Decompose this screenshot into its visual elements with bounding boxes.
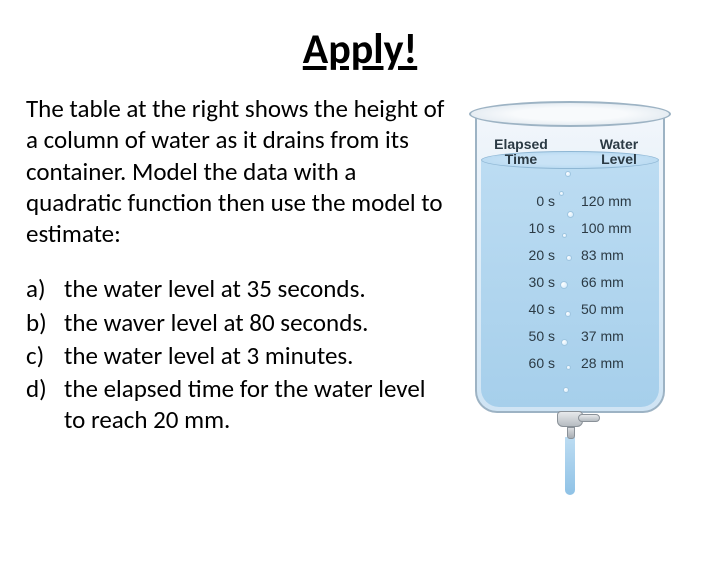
bubble-icon [565, 171, 571, 177]
table-row: 30 s 66 mm [465, 274, 675, 290]
level-cell: 100 mm [581, 220, 653, 236]
question-text: the water level at 3 minutes. [64, 340, 446, 371]
table-row: 20 s 83 mm [465, 247, 675, 263]
text-column: The table at the right shows the height … [26, 93, 446, 439]
time-cell: 0 s [495, 193, 555, 209]
table-row: 50 s 37 mm [465, 328, 675, 344]
question-list: a) the water level at 35 seconds. b) the… [26, 273, 446, 435]
header-time: Elapsed Time [481, 137, 561, 166]
figure-column: Elapsed Time Water Level 0 s120 mm10 s10… [446, 93, 694, 439]
time-cell: 40 s [495, 301, 555, 317]
header-level: Water Level [579, 137, 659, 166]
level-cell: 37 mm [581, 328, 653, 344]
intro-text: The table at the right shows the height … [26, 93, 446, 249]
level-cell: 83 mm [581, 247, 653, 263]
table-headers: Elapsed Time Water Level [465, 137, 675, 166]
time-cell: 30 s [495, 274, 555, 290]
level-cell: 120 mm [581, 193, 653, 209]
time-cell: 50 s [495, 328, 555, 344]
level-cell: 28 mm [581, 355, 653, 371]
list-item: d) the elapsed time for the water level … [26, 373, 446, 436]
question-letter: b) [26, 307, 64, 338]
beaker-illustration: Elapsed Time Water Level 0 s120 mm10 s10… [465, 99, 675, 439]
table-row: 0 s 120 mm [465, 193, 675, 209]
water-stream [565, 437, 575, 495]
content-row: The table at the right shows the height … [0, 93, 720, 439]
question-text: the water level at 35 seconds. [64, 273, 446, 304]
bubble-icon [563, 387, 569, 393]
beaker-rim [469, 101, 671, 127]
tap-icon [557, 411, 583, 427]
question-letter: a) [26, 273, 64, 304]
table-row: 60 s 28 mm [465, 355, 675, 371]
bubble-icon [567, 211, 574, 218]
page-title: Apply! [0, 24, 720, 75]
question-letter: d) [26, 373, 64, 436]
list-item: c) the water level at 3 minutes. [26, 340, 446, 371]
question-text: the elapsed time for the water level to … [64, 373, 446, 436]
tap-spout [567, 427, 575, 439]
table-row: 10 s 100 mm [465, 220, 675, 236]
list-item: b) the waver level at 80 seconds. [26, 307, 446, 338]
tap-handle [578, 414, 600, 422]
time-cell: 10 s [495, 220, 555, 236]
time-cell: 60 s [495, 355, 555, 371]
level-cell: 50 mm [581, 301, 653, 317]
question-text: the waver level at 80 seconds. [64, 307, 446, 338]
list-item: a) the water level at 35 seconds. [26, 273, 446, 304]
table-row: 40 s 50 mm [465, 301, 675, 317]
tap-body [557, 411, 583, 427]
question-letter: c) [26, 340, 64, 371]
level-cell: 66 mm [581, 274, 653, 290]
time-cell: 20 s [495, 247, 555, 263]
